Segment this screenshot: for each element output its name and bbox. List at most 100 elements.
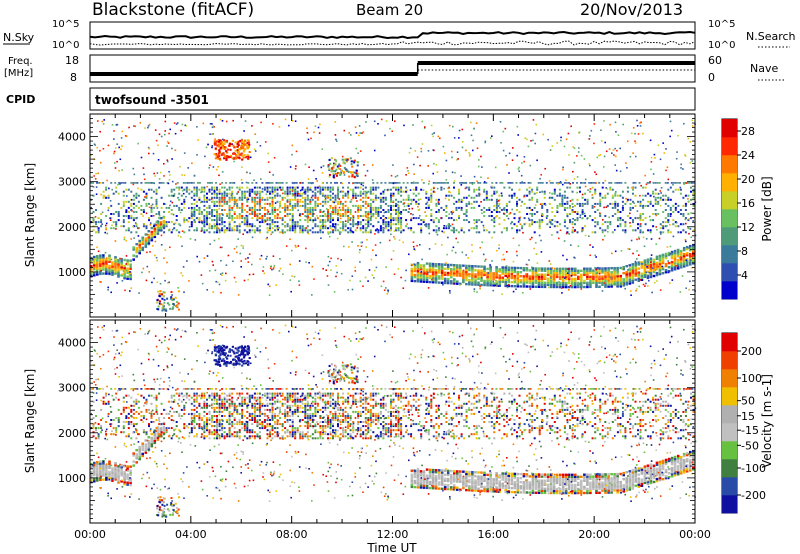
range-gate-cell: [579, 204, 581, 207]
range-gate-cell: [622, 278, 625, 281]
range-gate-cell: [522, 283, 526, 286]
range-gate-cell: [251, 125, 253, 127]
range-gate-cell: [218, 283, 221, 286]
range-gate-cell: [175, 305, 177, 308]
range-gate-cell: [558, 223, 561, 226]
range-gate-cell: [213, 153, 216, 156]
range-gate-cell: [483, 181, 486, 183]
range-gate-cell: [216, 139, 219, 142]
range-gate-cell: [528, 190, 531, 193]
range-gate-cell: [434, 281, 438, 284]
range-gate-cell: [367, 231, 370, 234]
range-gate-cell: [616, 277, 619, 280]
range-gate-cell: [654, 198, 657, 201]
range-gate-cell: [440, 269, 444, 272]
range-gate-cell: [324, 219, 327, 222]
range-gate-cell: [561, 198, 564, 201]
range-gate-cell: [99, 262, 102, 265]
range-gate-cell: [471, 277, 474, 280]
range-gate-cell: [125, 269, 128, 272]
range-gate-cell: [420, 147, 423, 150]
range-gate-cell: [137, 187, 139, 190]
range-gate-cell: [462, 278, 465, 282]
range-gate-cell: [237, 153, 241, 156]
range-gate-cell: [599, 202, 602, 205]
range-gate-cell: [387, 289, 389, 292]
range-gate-cell: [372, 182, 375, 184]
range-gate-cell: [580, 283, 583, 287]
range-gate-cell: [491, 260, 493, 262]
range-gate-cell: [296, 221, 299, 224]
range-gate-cell: [236, 149, 239, 152]
range-gate-cell: [226, 229, 229, 232]
range-gate-cell: [121, 280, 124, 282]
range-gate-cell: [141, 246, 144, 250]
range-gate-cell: [266, 236, 268, 239]
range-gate-cell: [529, 282, 532, 285]
range-gate-cell: [488, 215, 491, 217]
range-gate-cell: [616, 279, 619, 282]
range-gate-cell: [269, 225, 271, 228]
range-gate-cell: [120, 225, 123, 228]
range-gate-cell: [649, 257, 653, 260]
range-gate-cell: [195, 194, 198, 197]
range-gate-cell: [468, 221, 471, 224]
range-gate-cell: [158, 217, 161, 220]
range-gate-cell: [209, 123, 212, 125]
range-gate-cell: [502, 130, 505, 133]
range-gate-cell: [485, 194, 488, 197]
range-gate-cell: [281, 198, 284, 201]
range-gate-cell: [289, 218, 291, 221]
range-gate-cell: [395, 204, 397, 207]
range-gate-cell: [299, 200, 302, 203]
range-gate-cell: [294, 221, 297, 224]
range-gate-cell: [679, 254, 683, 257]
range-gate-cell: [136, 216, 138, 219]
range-gate-cell: [637, 273, 641, 276]
range-gate-cell: [470, 196, 473, 199]
range-gate-cell: [108, 272, 111, 275]
range-gate-cell: [552, 277, 556, 281]
range-gate-cell: [125, 188, 128, 191]
range-gate-cell: [354, 229, 357, 232]
range-gate-cell: [148, 243, 150, 246]
range-gate-cell: [371, 164, 374, 166]
range-gate-cell: [580, 273, 583, 276]
range-gate-cell: [213, 215, 216, 217]
range-gate-cell: [258, 192, 261, 195]
range-gate-cell: [276, 221, 279, 224]
range-gate-cell: [591, 186, 594, 189]
range-gate-cell: [489, 284, 492, 287]
range-gate-cell: [313, 278, 315, 280]
range-gate-cell: [351, 165, 354, 168]
range-gate-cell: [150, 230, 154, 234]
range-gate-cell: [440, 267, 444, 270]
range-gate-cell: [435, 211, 438, 213]
range-gate-cell: [658, 258, 662, 262]
range-gate-cell: [93, 259, 96, 263]
range-gate-cell: [543, 267, 547, 270]
range-gate-cell: [217, 145, 220, 148]
range-gate-cell: [402, 182, 405, 184]
range-gate-cell: [291, 221, 294, 224]
range-gate-cell: [392, 209, 395, 211]
range-gate-cell: [634, 140, 636, 142]
range-gate-cell: [370, 215, 373, 218]
range-gate-cell: [678, 257, 681, 259]
range-gate-cell: [108, 270, 111, 274]
range-gate-cell: [609, 221, 612, 224]
range-gate-cell: [528, 279, 532, 282]
range-gate-cell: [161, 309, 164, 312]
range-gate-cell: [501, 276, 504, 279]
range-gate-cell: [116, 160, 118, 163]
range-gate-cell: [531, 275, 535, 278]
range-gate-cell: [364, 229, 367, 232]
range-gate-cell: [277, 213, 279, 216]
range-gate-cell: [99, 270, 102, 273]
range-gate-cell: [314, 217, 317, 220]
range-gate-cell: [537, 267, 541, 270]
range-gate-cell: [304, 215, 307, 217]
range-gate-cell: [495, 206, 498, 209]
range-gate-cell: [628, 264, 632, 267]
range-gate-cell: [626, 215, 629, 217]
